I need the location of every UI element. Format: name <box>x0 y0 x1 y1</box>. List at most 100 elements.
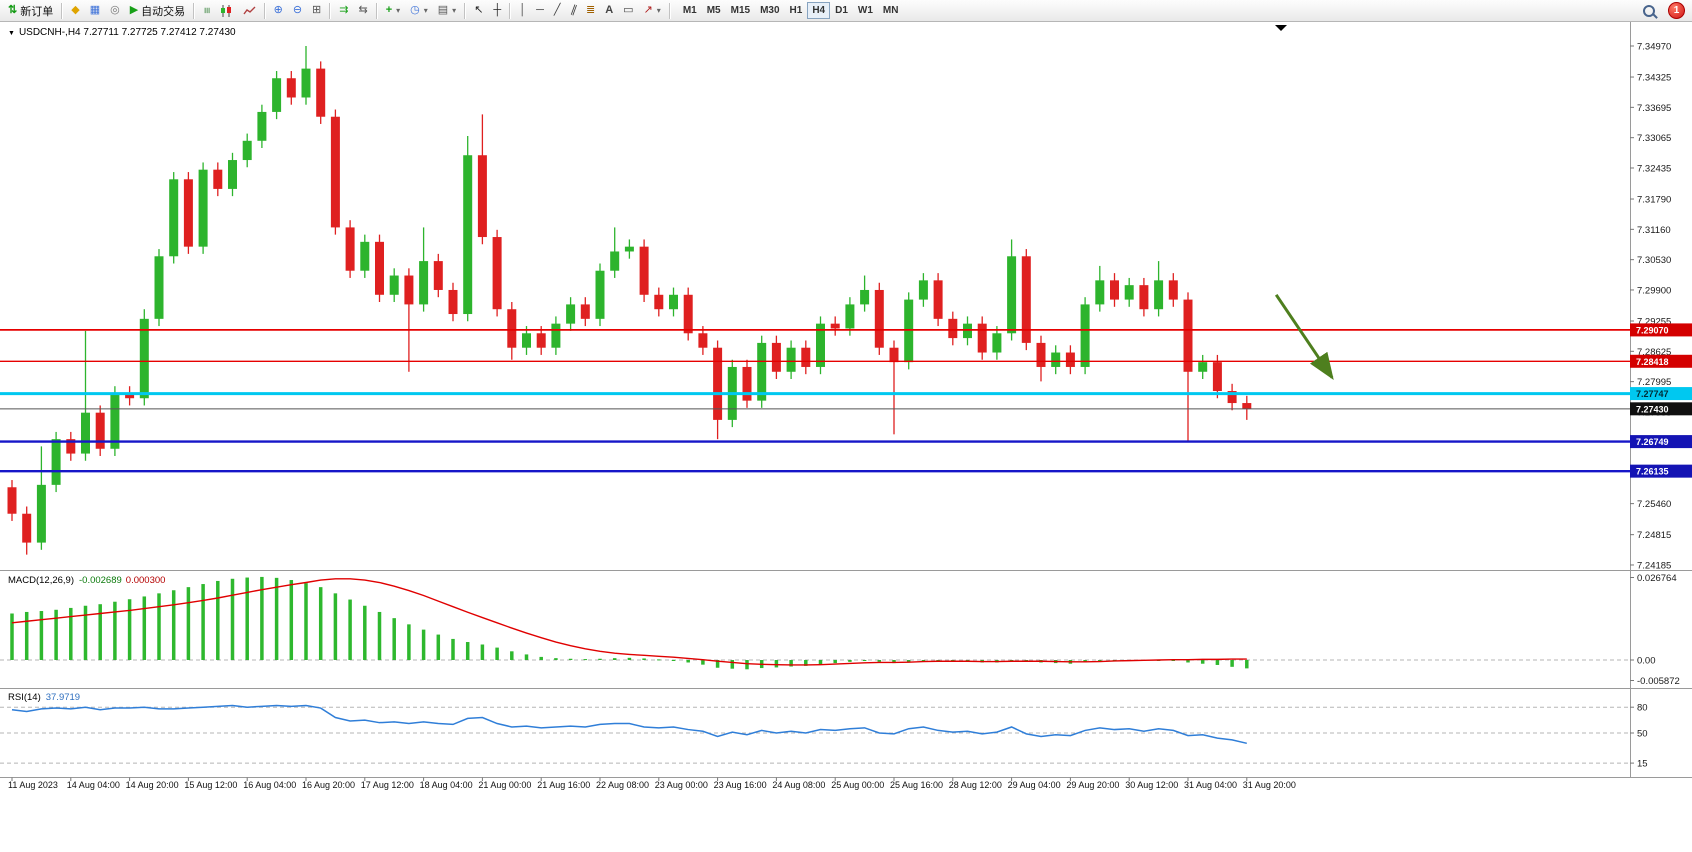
chart-shift-marker-icon[interactable] <box>1275 25 1287 31</box>
market-watch-button[interactable]: ▦ <box>85 1 105 20</box>
cursor-button[interactable]: ↖ <box>469 1 488 20</box>
svg-text:14 Aug 04:00: 14 Aug 04:00 <box>67 780 120 790</box>
periods-button[interactable]: ◷ ▾ <box>405 1 433 20</box>
channel-tool-button[interactable]: ∥ <box>566 1 582 20</box>
svg-text:7.26749: 7.26749 <box>1636 437 1669 447</box>
svg-text:7.28625: 7.28625 <box>1637 347 1671 358</box>
svg-text:21 Aug 00:00: 21 Aug 00:00 <box>478 780 531 790</box>
toolbar-separator <box>375 2 378 19</box>
horizontal-line-tool-button[interactable]: ─ <box>531 1 549 20</box>
autotrading-button[interactable]: ▶ 自动交易 <box>125 1 190 20</box>
svg-text:7.29900: 7.29900 <box>1637 285 1671 296</box>
line-chart-mode-button[interactable] <box>238 1 261 20</box>
text-tool-button[interactable]: A <box>600 1 618 20</box>
tf-mn-button[interactable]: MN <box>878 2 904 19</box>
metaeditor-button[interactable]: ◆ <box>66 1 84 20</box>
rsi-indicator-label: RSI(14) 37.9719 <box>8 692 80 703</box>
auto-scroll-button[interactable]: ⇉ <box>334 1 353 20</box>
svg-text:18 Aug 04:00: 18 Aug 04:00 <box>420 780 473 790</box>
svg-text:7.29070: 7.29070 <box>1636 325 1669 335</box>
tf-m15-button[interactable]: M15 <box>726 2 755 19</box>
templates-button[interactable]: ▤ ▾ <box>433 1 461 20</box>
crosshair-button[interactable]: ┼ <box>488 1 506 20</box>
svg-text:7.27430: 7.27430 <box>1636 404 1669 414</box>
new-order-icon: ⇅ <box>8 4 18 16</box>
price-lines[interactable] <box>0 329 1630 473</box>
tf-w1-button[interactable]: W1 <box>853 2 878 19</box>
arrows-tool-button[interactable]: ↗ ▾ <box>639 1 666 20</box>
svg-text:7.32435: 7.32435 <box>1637 163 1671 174</box>
svg-text:7.30530: 7.30530 <box>1637 255 1671 266</box>
toolbar-separator <box>464 2 467 19</box>
zoom-out-button[interactable]: ⊖ <box>288 1 307 20</box>
channel-icon: ∥ <box>568 3 579 17</box>
line-chart-icon <box>243 6 256 14</box>
search-button[interactable] <box>1638 1 1660 20</box>
rsi-panel: 80 50 15 <box>0 703 1648 770</box>
chevron-down-icon: ▾ <box>656 6 661 15</box>
svg-text:7.34970: 7.34970 <box>1637 42 1671 53</box>
new-order-label: 新订单 <box>20 5 54 18</box>
label-tool-button[interactable]: ▭ <box>618 1 638 20</box>
tf-m5-button[interactable]: M5 <box>702 2 726 19</box>
svg-text:24 Aug 08:00: 24 Aug 08:00 <box>772 780 825 790</box>
rsi-value: 37.9719 <box>45 692 81 703</box>
toolbar-right-group: 1 <box>1638 1 1689 20</box>
svg-text:29 Aug 20:00: 29 Aug 20:00 <box>1066 780 1119 790</box>
svg-text:7.25460: 7.25460 <box>1637 499 1671 510</box>
search-icon <box>1643 4 1655 17</box>
toolbar-separator <box>61 2 64 19</box>
toolbar-separator <box>329 2 332 19</box>
horizontal-line-icon: ─ <box>536 4 544 16</box>
toolbar-separator <box>509 2 512 19</box>
autotrading-icon: ▶ <box>129 4 139 16</box>
svg-text:31 Aug 20:00: 31 Aug 20:00 <box>1243 780 1296 790</box>
date-axis: 11 Aug 2023 14 Aug 04:00 14 Aug 20:00 15 Au… <box>8 777 1296 790</box>
data-window-button[interactable]: ◎ <box>105 1 125 20</box>
tf-d1-button[interactable]: D1 <box>830 2 853 19</box>
svg-text:7.33065: 7.33065 <box>1637 133 1671 144</box>
candlestick-mode-button[interactable] <box>215 1 238 20</box>
svg-text:16 Aug 04:00: 16 Aug 04:00 <box>243 780 296 790</box>
chart-shift-button[interactable]: ⇆ <box>353 1 372 20</box>
svg-text:14 Aug 20:00: 14 Aug 20:00 <box>126 780 179 790</box>
svg-text:7.31790: 7.31790 <box>1637 195 1671 206</box>
indicators-button[interactable]: + ▾ <box>381 1 405 20</box>
svg-text:23 Aug 16:00: 23 Aug 16:00 <box>714 780 767 790</box>
annotation-arrow[interactable] <box>1274 293 1334 381</box>
svg-text:30 Aug 12:00: 30 Aug 12:00 <box>1125 780 1178 790</box>
chart-ohlc-values: 7.27711 7.27725 7.27412 7.27430 <box>83 27 236 38</box>
svg-text:16 Aug 20:00: 16 Aug 20:00 <box>302 780 355 790</box>
arrows-tool-icon: ↗ <box>643 4 653 16</box>
bar-chart-mode-button[interactable]: ≡ <box>198 1 214 20</box>
trendline-tool-button[interactable]: ╱ <box>549 1 566 20</box>
trendline-icon: ╱ <box>553 4 561 16</box>
macd-name: MACD(12,26,9) <box>8 575 74 586</box>
svg-text:-0.005872: -0.005872 <box>1637 676 1680 687</box>
chevron-down-icon: ▾ <box>423 6 428 15</box>
chart-symbol-period: USDCNH-,H4 <box>18 27 81 38</box>
svg-text:31 Aug 04:00: 31 Aug 04:00 <box>1184 780 1237 790</box>
toolbar-separator <box>263 2 266 19</box>
svg-text:50: 50 <box>1637 729 1648 740</box>
svg-text:7.27747: 7.27747 <box>1636 389 1669 399</box>
tf-h4-button[interactable]: H4 <box>807 2 831 19</box>
new-order-button[interactable]: ⇅ 新订单 <box>3 1 58 20</box>
price-tags: 7.29070 7.28418 7.27747 7.27430 7.26749 7.261… <box>1630 323 1692 478</box>
fibonacci-tool-button[interactable]: ≣ <box>581 1 600 20</box>
tile-windows-button[interactable]: ⊞ <box>307 1 326 20</box>
tf-h1-button[interactable]: H1 <box>785 2 808 19</box>
chevron-down-icon: ▾ <box>452 6 457 15</box>
main-toolbar: ⇅ 新订单 ◆ ▦ ◎ ▶ 自动交易 ≡ ⊕ ⊖ ⊞ <box>0 0 1692 22</box>
toolbar-separator <box>668 2 671 19</box>
svg-text:28 Aug 12:00: 28 Aug 12:00 <box>949 780 1002 790</box>
oneclick-collapse-icon[interactable]: ▼ <box>8 30 15 37</box>
notification-badge[interactable]: 1 <box>1668 2 1685 19</box>
zoom-in-button[interactable]: ⊕ <box>269 1 288 20</box>
vertical-line-tool-button[interactable]: │ <box>514 1 531 20</box>
tf-m1-button[interactable]: M1 <box>678 2 702 19</box>
periods-clock-icon: ◷ <box>410 4 420 16</box>
tf-m30-button[interactable]: M30 <box>755 2 784 19</box>
svg-text:7.26135: 7.26135 <box>1636 467 1669 477</box>
